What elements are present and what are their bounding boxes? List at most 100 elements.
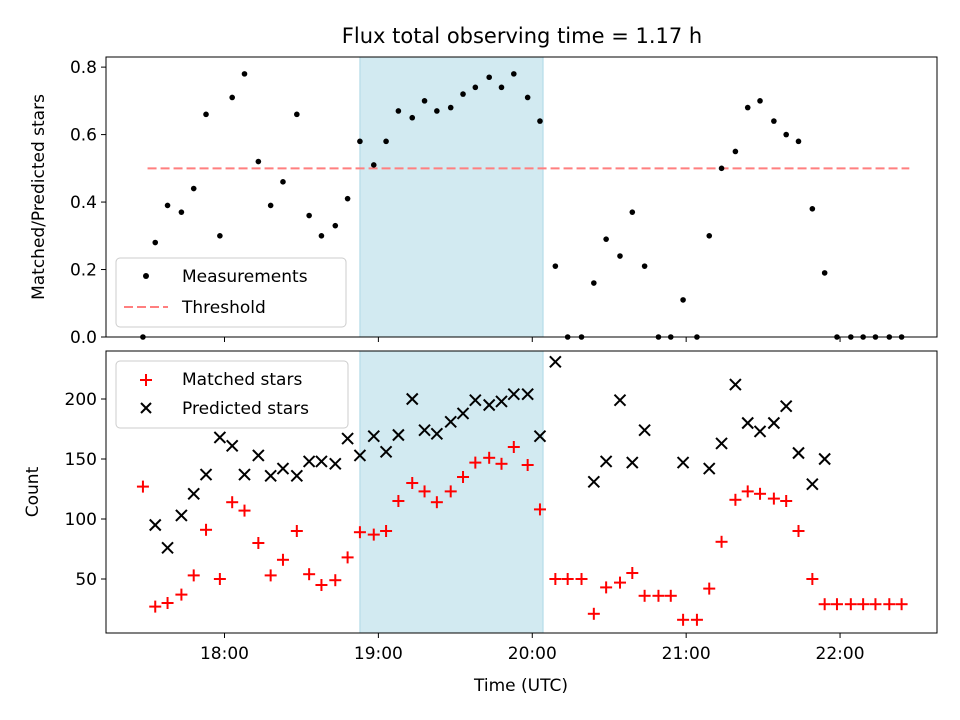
measurement-point xyxy=(732,148,739,155)
legend-measurements-marker xyxy=(143,273,149,279)
measurement-point xyxy=(409,114,416,121)
ratio-panel-frame xyxy=(105,56,938,338)
count-y-tick-label: 100 xyxy=(65,510,97,530)
matched-star-point xyxy=(626,567,639,579)
x-tick-label: 22:00 xyxy=(816,644,865,664)
x-tick-label: 19:00 xyxy=(354,644,403,664)
matched-star-point xyxy=(792,525,805,537)
matched-star-point xyxy=(226,496,239,509)
measurement-point xyxy=(344,195,351,202)
measurement-point xyxy=(617,253,623,259)
predicted-star-point xyxy=(444,415,457,429)
ratio-y-tick-label: 0.8 xyxy=(70,58,97,78)
measurement-point xyxy=(757,98,763,104)
predicted-star-point xyxy=(741,416,754,430)
matched-star-point xyxy=(303,568,316,581)
measurement-point xyxy=(318,232,325,239)
predicted-star-point xyxy=(225,439,239,453)
matched-star-point xyxy=(869,598,882,611)
measurement-point xyxy=(306,212,312,219)
predicted-star-point xyxy=(703,462,716,475)
ratio-y-tick-label: 0.0 xyxy=(70,328,97,348)
predicted-star-point xyxy=(818,452,831,466)
predicted-star-point xyxy=(149,518,162,532)
predicted-star-point xyxy=(792,446,805,460)
predicted-star-point xyxy=(495,395,508,408)
matched-star-point xyxy=(507,441,520,453)
matched-star-point xyxy=(883,598,896,611)
measurement-point xyxy=(744,104,751,111)
measurement-point xyxy=(641,263,648,269)
matched-star-point xyxy=(780,495,793,507)
matched-star-point xyxy=(315,579,328,591)
matched-star-point xyxy=(380,525,393,537)
matched-star-point xyxy=(754,487,767,500)
measurement-point xyxy=(255,158,262,165)
matched-star-point xyxy=(652,589,665,602)
matched-star-point xyxy=(638,589,651,602)
predicted-star-point xyxy=(161,541,174,555)
x-tick-label: 21:00 xyxy=(662,644,711,664)
measurement-point xyxy=(434,108,440,114)
matched-star-point xyxy=(495,457,508,470)
measurement-point xyxy=(357,138,363,145)
count-legend: Matched stars Predicted stars xyxy=(115,360,349,429)
measurement-point xyxy=(591,280,597,286)
predicted-star-point xyxy=(587,475,601,489)
matched-star-point xyxy=(238,504,251,517)
matched-star-point xyxy=(767,492,780,505)
measurement-point xyxy=(809,206,816,212)
predicted-star-point xyxy=(238,468,251,481)
measurement-point xyxy=(447,104,454,111)
count-panel: 50 100 150 200 18:00 19:00 20:00 21:00 22:00 Co… xyxy=(23,350,938,696)
matched-star-point xyxy=(703,582,716,595)
measurement-point xyxy=(190,185,197,192)
chart-title: Flux total observing time = 1.17 h xyxy=(342,24,702,48)
predicted-star-point xyxy=(341,432,354,445)
measurement-point xyxy=(280,179,286,185)
matched-star-point xyxy=(806,573,819,585)
predicted-star-point xyxy=(418,423,431,437)
measurement-point xyxy=(706,232,713,239)
predicted-star-point xyxy=(199,468,213,481)
measurement-point xyxy=(241,71,248,77)
matched-star-point xyxy=(521,459,534,471)
predicted-star-point xyxy=(379,445,393,459)
matched-star-point xyxy=(149,600,162,613)
measurement-point xyxy=(370,162,377,168)
matched-star-point xyxy=(549,573,562,585)
matched-star-point xyxy=(187,569,200,582)
matched-star-point xyxy=(329,574,342,587)
ratio-shaded-span xyxy=(359,56,544,338)
matched-star-point xyxy=(175,588,188,601)
predicted-star-point xyxy=(676,456,690,469)
measurement-point xyxy=(718,165,725,172)
predicted-star-point xyxy=(392,428,405,442)
predicted-star-point xyxy=(638,423,651,437)
predicted-star-point xyxy=(329,457,342,471)
x-tick-label: 20:00 xyxy=(508,644,557,664)
count-y-axis-label: Count xyxy=(23,466,43,517)
measurement-point xyxy=(472,84,479,91)
matched-star-point xyxy=(483,451,496,464)
measurement-point xyxy=(229,94,235,101)
matched-star-point xyxy=(613,576,626,589)
predicted-star-point xyxy=(626,456,639,469)
measurement-point xyxy=(629,209,636,215)
predicted-star-point xyxy=(753,425,767,438)
legend-measurements-label: Measurements xyxy=(182,267,308,287)
predicted-star-point xyxy=(430,427,444,441)
measurement-point xyxy=(267,202,274,209)
matched-star-point xyxy=(418,485,431,498)
predicted-star-point xyxy=(613,393,627,407)
ratio-legend: Measurements Threshold xyxy=(115,257,347,328)
predicted-star-point xyxy=(729,378,742,391)
matched-star-point xyxy=(264,569,277,582)
matched-star-point xyxy=(561,573,574,585)
measurement-point xyxy=(603,236,609,242)
legend-predicted-label: Predicted stars xyxy=(182,399,309,419)
x-axis-label: Time (UTC) xyxy=(473,676,568,696)
predicted-star-point xyxy=(290,469,304,483)
count-y-tick-label: 50 xyxy=(75,570,97,590)
